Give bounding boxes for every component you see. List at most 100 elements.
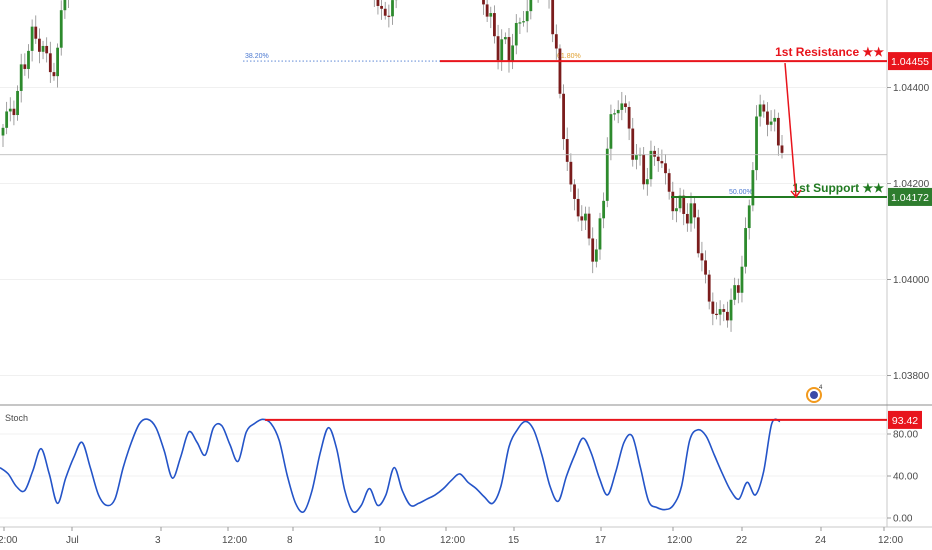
candle-body — [23, 64, 27, 69]
candle-body — [613, 113, 616, 115]
price-axis[interactable]: 1.054001.052001.050001.048001.046001.044… — [887, 0, 930, 382]
candle-body — [511, 45, 515, 62]
candle-body — [675, 208, 678, 212]
candle-body — [696, 217, 700, 254]
candle-body — [489, 13, 493, 17]
price-tick-label: 1.03800 — [893, 371, 930, 382]
candle-body — [609, 114, 613, 149]
candle-body — [52, 72, 56, 77]
time-axis[interactable]: 2:00 Jul 3 12:00 8 10 12:00 15 17 12:00 22 24 12:00 — [0, 527, 903, 546]
candle-body — [689, 203, 693, 224]
stoch-title: Stoch — [5, 413, 28, 423]
candle-body — [624, 103, 627, 108]
candle-body — [645, 179, 649, 185]
candle-body — [380, 5, 383, 9]
candle-body — [693, 203, 697, 218]
candle-body — [496, 36, 500, 61]
time-tick-label: 3 — [155, 535, 161, 546]
candle-body — [41, 45, 45, 52]
candle-body — [376, 0, 380, 6]
candle-body — [766, 111, 769, 125]
candle-body — [27, 50, 30, 69]
support-resistance-levels[interactable]: 2nd Resistance ★★1.046631st Resistance ★… — [440, 0, 932, 206]
candle-body — [751, 170, 755, 206]
candle-body — [551, 0, 555, 35]
time-tick-label: 17 — [595, 535, 607, 546]
candle-body — [518, 22, 522, 24]
time-tick-label: 15 — [508, 535, 520, 546]
candle-body — [733, 285, 737, 300]
candle-body — [565, 139, 569, 162]
candle-body — [580, 216, 584, 221]
resistance-level-label: 1st Resistance ★★ — [775, 45, 884, 59]
resistance-price-badge[interactable] — [888, 52, 932, 71]
candle-body — [776, 117, 780, 146]
stoch-level-badge[interactable] — [888, 410, 922, 429]
tradingview-avatar-icon[interactable]: 4 — [806, 385, 823, 403]
stochastic-pane[interactable]: Stoch 80.00 40.00 0.00 93.42 — [0, 410, 922, 525]
candle-body — [616, 109, 620, 114]
candle-body — [387, 15, 391, 17]
support-price-badge[interactable] — [888, 187, 932, 206]
candle-body — [569, 161, 573, 185]
candle-body — [664, 163, 667, 174]
candle-body — [729, 299, 733, 321]
candle-body — [685, 213, 689, 224]
candle-body — [507, 37, 511, 62]
stoch-tick-label: 0.00 — [893, 514, 913, 525]
candle-body — [620, 103, 624, 110]
candle-body — [587, 213, 591, 239]
time-tick-label: 12:00 — [222, 535, 247, 546]
candle-body — [500, 39, 504, 61]
candle-body — [34, 26, 38, 39]
candle-body — [627, 107, 631, 129]
stoch-tick-label: 40.00 — [893, 472, 918, 483]
candle-body — [48, 53, 52, 73]
price-grid — [0, 87, 887, 376]
candle-body — [594, 249, 598, 262]
candle-body — [38, 38, 41, 52]
candle-body — [725, 311, 729, 321]
candle-body — [8, 108, 12, 112]
time-tick-label: 12:00 — [667, 535, 692, 546]
candle-body — [711, 301, 715, 314]
candle-body — [591, 238, 595, 262]
price-tick-label: 1.04200 — [893, 179, 930, 190]
logo-badge-count: 4 — [819, 385, 823, 391]
candle-body — [19, 64, 23, 91]
candle-body — [493, 13, 496, 37]
candle-body — [667, 173, 671, 192]
candle-body — [59, 10, 63, 48]
candle-body — [12, 108, 16, 116]
fib-level-label: 61.80% — [557, 53, 581, 60]
time-tick-label: 12:00 — [440, 535, 465, 546]
candle-body — [678, 195, 682, 209]
candle-body — [762, 104, 766, 112]
candle-body — [56, 47, 60, 77]
candle-body — [722, 309, 726, 312]
candle-body — [755, 116, 758, 171]
candle-body — [744, 228, 747, 267]
stoch-tick-label: 80.00 — [893, 430, 918, 441]
candle-body — [715, 313, 718, 316]
candle-body — [45, 45, 49, 54]
candle-body — [704, 260, 707, 275]
candle-body — [30, 26, 34, 51]
time-tick-label: 24 — [815, 535, 827, 546]
time-tick-label: 2:00 — [0, 535, 18, 546]
candle-body — [736, 285, 740, 293]
candle-body — [605, 148, 609, 201]
candle-body — [682, 195, 686, 214]
candle-body — [383, 8, 387, 16]
fibonacci-levels: 50.00%38.20%50.00%61.80% — [243, 53, 887, 198]
candle-body — [554, 34, 558, 49]
price-badge-text: 1.04455 — [891, 56, 929, 68]
time-tick-label: Jul — [66, 535, 79, 546]
candle-body — [707, 274, 711, 302]
candle-body — [598, 218, 602, 250]
price-badge-text: 1.04172 — [891, 192, 929, 204]
candlestick-series[interactable] — [0, 0, 887, 332]
candle-body — [718, 309, 722, 315]
candle-body — [773, 117, 777, 122]
candle-body — [660, 161, 664, 164]
